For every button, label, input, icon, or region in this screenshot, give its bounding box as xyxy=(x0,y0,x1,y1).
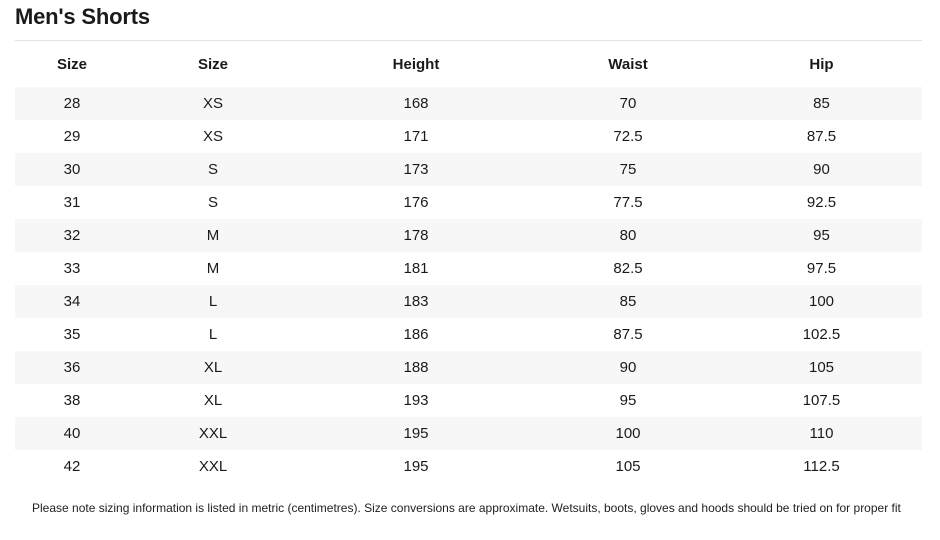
cell-size-letter: L xyxy=(208,326,218,343)
cell-height: 193 xyxy=(403,392,429,409)
table-body: 28 XS 168 70 85 29 XS 171 72.5 87.5 30 S 173 75 90 31 S 1… xyxy=(15,87,922,483)
column-header-waist: Waist xyxy=(608,55,648,73)
cell-height: 176 xyxy=(403,194,429,211)
column-header-height: Height xyxy=(392,55,440,73)
cell-hip: 100 xyxy=(808,293,835,310)
cell-hip: 90 xyxy=(813,161,830,178)
cell-hip: 102.5 xyxy=(802,326,841,343)
cell-hip: 95 xyxy=(813,227,830,244)
cell-waist: 95 xyxy=(619,392,637,409)
title-divider xyxy=(15,40,922,41)
cell-size-letter: M xyxy=(206,260,220,277)
cell-waist: 72.5 xyxy=(613,128,643,145)
table-row: 31 S 176 77.5 92.5 xyxy=(15,186,922,219)
cell-waist: 70 xyxy=(619,95,637,112)
cell-size-number: 42 xyxy=(63,458,81,475)
size-chart-table: Size Size Height Waist Hip 28 XS 168 70 85 29 XS 17… xyxy=(15,47,922,483)
table-row: 29 XS 171 72.5 87.5 xyxy=(15,120,922,153)
cell-size-letter: XXL xyxy=(198,458,228,475)
cell-height: 188 xyxy=(403,359,429,376)
cell-size-letter: XXL xyxy=(198,425,228,442)
cell-hip: 85 xyxy=(813,95,830,112)
sizing-note: Please note sizing information is listed… xyxy=(32,501,901,515)
cell-size-number: 30 xyxy=(63,161,81,178)
cell-hip: 92.5 xyxy=(806,194,837,211)
table-row: 33 M 181 82.5 97.5 xyxy=(15,252,922,285)
cell-height: 186 xyxy=(403,326,429,343)
cell-size-letter: XS xyxy=(202,95,223,112)
table-row: 35 L 186 87.5 102.5 xyxy=(15,318,922,351)
cell-waist: 82.5 xyxy=(613,260,643,277)
page-title: Men's Shorts xyxy=(15,4,150,29)
cell-hip: 105 xyxy=(808,359,835,376)
cell-hip: 87.5 xyxy=(806,128,837,145)
table-row: 28 XS 168 70 85 xyxy=(15,87,922,120)
cell-hip: 110 xyxy=(809,425,834,442)
table-row: 32 M 178 80 95 xyxy=(15,219,922,252)
cell-hip: 97.5 xyxy=(806,260,837,277)
cell-height: 173 xyxy=(403,161,429,178)
cell-size-number: 36 xyxy=(63,359,81,376)
cell-height: 168 xyxy=(403,95,429,112)
cell-size-letter: L xyxy=(208,293,218,310)
table-row: 36 XL 188 90 105 xyxy=(15,351,922,384)
cell-size-number: 28 xyxy=(63,95,81,112)
cell-waist: 85 xyxy=(619,293,637,310)
cell-size-letter: XL xyxy=(203,392,223,409)
cell-waist: 100 xyxy=(615,425,641,442)
column-header-hip: Hip xyxy=(809,55,834,73)
cell-hip: 107.5 xyxy=(802,392,841,409)
cell-size-number: 34 xyxy=(63,293,81,310)
table-header-row: Size Size Height Waist Hip xyxy=(15,47,922,81)
cell-size-number: 35 xyxy=(63,326,81,343)
cell-size-number: 29 xyxy=(63,128,81,145)
cell-size-number: 32 xyxy=(63,227,81,244)
cell-waist: 87.5 xyxy=(613,326,643,343)
cell-waist: 105 xyxy=(615,458,641,475)
cell-waist: 90 xyxy=(619,359,637,376)
column-header-size-letter: Size xyxy=(197,55,228,73)
cell-height: 181 xyxy=(403,260,429,277)
cell-height: 178 xyxy=(403,227,429,244)
cell-size-letter: M xyxy=(206,227,220,244)
cell-size-number: 38 xyxy=(63,392,81,409)
cell-waist: 75 xyxy=(619,161,637,178)
cell-size-letter: S xyxy=(207,161,218,178)
cell-height: 195 xyxy=(403,458,429,475)
cell-waist: 80 xyxy=(619,227,637,244)
table-row: 40 XXL 195 100 110 xyxy=(15,417,922,450)
cell-height: 195 xyxy=(403,425,429,442)
table-row: 38 XL 193 95 107.5 xyxy=(15,384,922,417)
cell-size-letter: S xyxy=(207,194,218,211)
cell-hip: 112.5 xyxy=(803,458,840,475)
cell-waist: 77.5 xyxy=(613,194,643,211)
table-row: 34 L 183 85 100 xyxy=(15,285,922,318)
column-header-size-number: Size xyxy=(56,55,87,73)
cell-size-letter: XL xyxy=(203,359,223,376)
table-row: 42 XXL 195 105 112.5 xyxy=(15,450,922,483)
cell-height: 183 xyxy=(403,293,429,310)
table-row: 30 S 173 75 90 xyxy=(15,153,922,186)
cell-size-number: 31 xyxy=(63,194,81,211)
cell-size-letter: XS xyxy=(202,128,223,145)
cell-size-number: 33 xyxy=(63,260,81,277)
cell-size-number: 40 xyxy=(63,425,81,442)
cell-height: 171 xyxy=(403,128,429,145)
